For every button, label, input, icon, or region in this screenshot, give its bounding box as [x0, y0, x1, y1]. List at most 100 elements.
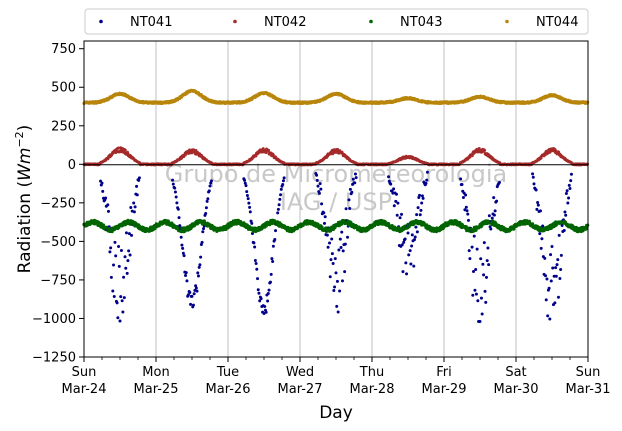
nt041-point [106, 203, 110, 207]
nt041-point [396, 201, 400, 205]
nt041-point [351, 177, 355, 181]
nt041-point [120, 299, 124, 303]
y-axis-label-main: Radiation ( [15, 181, 35, 273]
nt041-point [531, 175, 535, 179]
nt041-point [484, 300, 488, 304]
nt043-point [268, 223, 272, 227]
legend-marker [99, 19, 103, 24]
nt041-point [538, 232, 542, 236]
nt041-point [540, 237, 544, 241]
nt041-point [109, 246, 113, 250]
nt041-point [173, 190, 177, 194]
nt041-point [181, 251, 185, 255]
x-tick-label-day: Mon [142, 365, 169, 380]
y-tick-label: 750 [51, 42, 76, 57]
nt041-point [252, 241, 256, 245]
nt041-point [480, 312, 484, 316]
nt041-point [279, 187, 283, 191]
nt041-point [317, 191, 321, 195]
nt041-point [387, 175, 391, 179]
nt041-point [558, 277, 562, 281]
nt041-point [343, 270, 347, 274]
nt041-point [137, 178, 141, 182]
legend-marker [505, 19, 509, 24]
nt041-point [420, 194, 424, 198]
nt041-point [326, 245, 330, 249]
nt041-point [347, 198, 351, 202]
nt041-point [337, 248, 341, 252]
nt041-point [490, 216, 494, 220]
x-tick-label-day: Fri [436, 365, 452, 380]
nt041-point [182, 254, 186, 258]
nt041-point [553, 301, 557, 305]
nt041-point [424, 181, 428, 185]
x-axis-ticks: SunMar-24MonMar-25TueMar-26WedMar-27ThuM… [62, 357, 610, 397]
y-axis-label: Radiation (Wm−2) [13, 125, 35, 274]
nt041-point [127, 249, 131, 253]
nt041-point [329, 258, 333, 262]
nt041-point [354, 176, 358, 180]
nt041-point [394, 192, 398, 196]
nt041-point [194, 286, 198, 290]
nt041-point [335, 279, 339, 283]
nt041-point [171, 182, 175, 186]
nt041-point [101, 189, 105, 193]
nt041-point [256, 288, 260, 292]
nt041-point [474, 292, 478, 296]
nt041-point [410, 233, 414, 237]
nt041-point [175, 201, 179, 205]
nt041-point [254, 261, 258, 265]
nt041-point [330, 237, 334, 241]
nt041-point [330, 252, 334, 256]
nt041-point [420, 201, 424, 205]
nt041-point [568, 186, 572, 190]
nt041-point [569, 179, 573, 183]
nt041-point [122, 296, 126, 300]
nt041-point [246, 197, 250, 201]
x-tick-label-date: Mar-28 [350, 382, 395, 397]
nt041-point [482, 241, 486, 245]
nt041-point [536, 203, 540, 207]
nt041-point [243, 181, 247, 185]
nt041-point [559, 253, 563, 257]
nt041-point [174, 195, 178, 199]
nt041-point [408, 249, 412, 253]
nt041-point [538, 209, 542, 213]
nt041-point [565, 189, 569, 193]
nt041-point [335, 304, 339, 308]
nt041-point [547, 286, 551, 290]
nt041-point [425, 178, 429, 182]
nt041-point [551, 266, 555, 270]
nt041-point [531, 172, 535, 176]
legend-label: NT041 [130, 15, 172, 30]
nt041-point [405, 272, 409, 276]
nt041-point [256, 277, 260, 281]
nt041-point [415, 213, 419, 217]
nt041-point [208, 184, 212, 188]
nt041-point [334, 271, 338, 275]
nt042-point [117, 146, 120, 150]
nt041-point [562, 229, 566, 233]
nt041-point [108, 250, 112, 254]
x-tick-label-date: Mar-26 [206, 382, 251, 397]
nt041-point [418, 193, 422, 197]
nt041-point [320, 202, 324, 206]
nt041-point [497, 180, 501, 184]
nt041-point [253, 245, 257, 249]
nt041-point [483, 289, 487, 293]
nt041-point [467, 249, 471, 253]
nt041-point [392, 204, 396, 208]
nt041-point [414, 225, 418, 229]
nt041-point [416, 206, 420, 210]
nt041-point [115, 301, 119, 305]
nt041-point [340, 230, 344, 234]
nt041-point [544, 274, 548, 278]
nt041-point [400, 212, 404, 216]
nt041-point [117, 245, 121, 249]
x-axis-label: Day [319, 403, 353, 423]
nt041-point [564, 192, 568, 196]
nt041-point [180, 243, 184, 247]
nt041-point [328, 275, 332, 279]
nt041-point [132, 210, 136, 214]
nt041-point [111, 289, 115, 293]
